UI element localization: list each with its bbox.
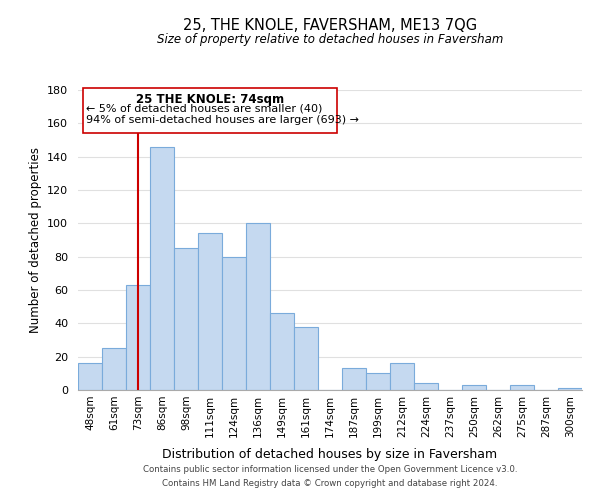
Bar: [270, 314, 294, 390]
Bar: [126, 285, 150, 390]
Bar: [198, 234, 222, 390]
Bar: [150, 146, 174, 390]
Bar: [414, 384, 438, 390]
Bar: [462, 385, 486, 390]
Text: 94% of semi-detached houses are larger (693) →: 94% of semi-detached houses are larger (…: [86, 115, 359, 125]
Text: 25, THE KNOLE, FAVERSHAM, ME13 7QG: 25, THE KNOLE, FAVERSHAM, ME13 7QG: [183, 18, 477, 32]
Bar: [342, 368, 366, 390]
Bar: [102, 348, 126, 390]
Bar: [222, 256, 246, 390]
Bar: [366, 374, 390, 390]
Text: Contains public sector information licensed under the Open Government Licence v3: Contains public sector information licen…: [143, 465, 517, 474]
Text: Contains HM Land Registry data © Crown copyright and database right 2024.: Contains HM Land Registry data © Crown c…: [162, 478, 498, 488]
X-axis label: Distribution of detached houses by size in Faversham: Distribution of detached houses by size …: [163, 448, 497, 461]
Bar: [390, 364, 414, 390]
Bar: [510, 385, 534, 390]
Bar: [558, 388, 582, 390]
Bar: [78, 364, 102, 390]
FancyBboxPatch shape: [83, 88, 337, 134]
Text: 25 THE KNOLE: 74sqm: 25 THE KNOLE: 74sqm: [136, 94, 284, 106]
Bar: [246, 224, 270, 390]
Bar: [174, 248, 198, 390]
Y-axis label: Number of detached properties: Number of detached properties: [29, 147, 41, 333]
Text: ← 5% of detached houses are smaller (40): ← 5% of detached houses are smaller (40): [86, 104, 323, 114]
Text: Size of property relative to detached houses in Faversham: Size of property relative to detached ho…: [157, 32, 503, 46]
Bar: [294, 326, 318, 390]
